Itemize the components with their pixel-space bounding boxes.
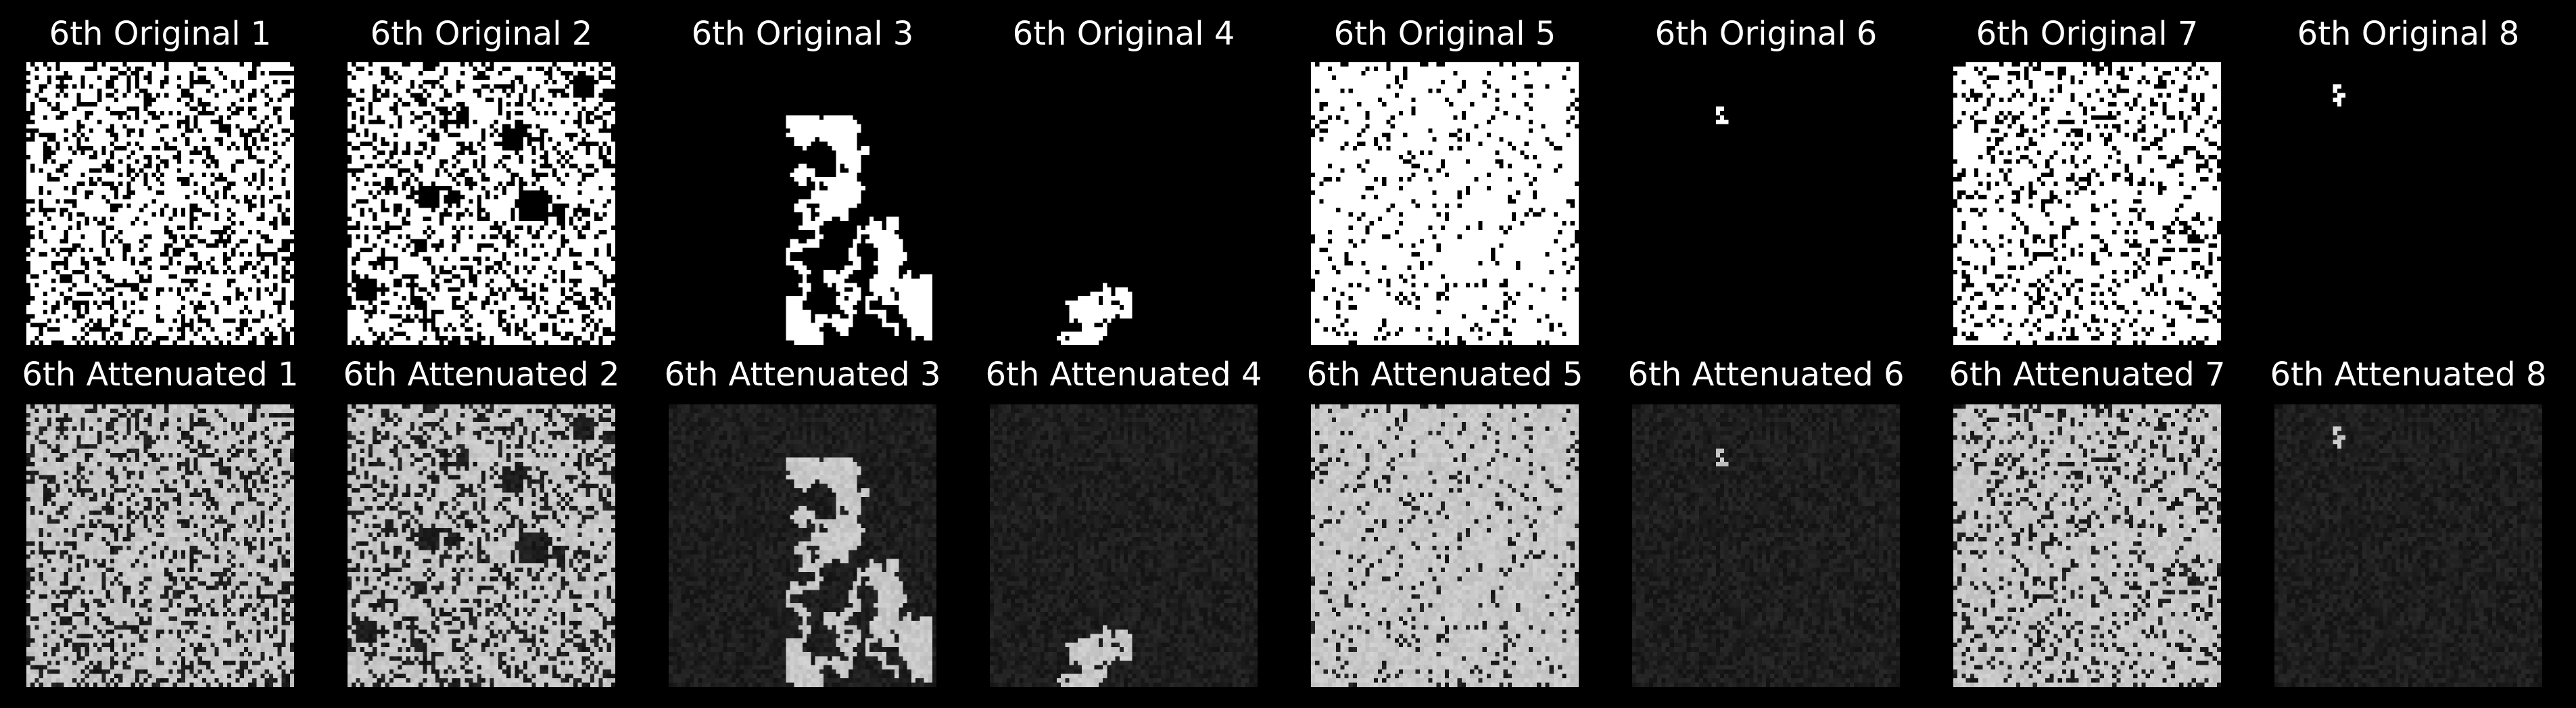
panel-title-attenuated-3: 6th Attenuated 3 <box>664 356 941 394</box>
panel-title-original-3: 6th Original 3 <box>691 15 914 53</box>
panel-image-attenuated-1 <box>26 404 294 687</box>
panel-image-original-4 <box>990 62 1258 345</box>
panel-image-attenuated-2 <box>348 404 615 687</box>
panel-image-original-8 <box>2274 62 2542 345</box>
panel-image-original-5 <box>1311 62 1579 345</box>
panel-image-original-6 <box>1632 62 1900 345</box>
panel-image-attenuated-3 <box>669 404 936 687</box>
panel-title-attenuated-6: 6th Attenuated 6 <box>1627 356 1905 394</box>
panel-image-attenuated-8 <box>2274 404 2542 687</box>
panel-title-attenuated-7: 6th Attenuated 7 <box>1949 356 2226 394</box>
panel-title-attenuated-1: 6th Attenuated 1 <box>22 356 299 394</box>
panel-title-attenuated-2: 6th Attenuated 2 <box>343 356 620 394</box>
panel-image-original-7 <box>1953 62 2221 345</box>
panel-title-attenuated-8: 6th Attenuated 8 <box>2270 356 2547 394</box>
panel-title-original-4: 6th Original 4 <box>1012 15 1235 53</box>
panel-title-attenuated-4: 6th Attenuated 4 <box>985 356 1262 394</box>
panel-title-original-1: 6th Original 1 <box>49 15 272 53</box>
panel-title-original-2: 6th Original 2 <box>370 15 593 53</box>
panel-image-original-2 <box>348 62 615 345</box>
panel-image-attenuated-4 <box>990 404 1258 687</box>
panel-image-attenuated-6 <box>1632 404 1900 687</box>
panel-title-attenuated-5: 6th Attenuated 5 <box>1306 356 1583 394</box>
panel-image-attenuated-5 <box>1311 404 1579 687</box>
panel-image-original-3 <box>669 62 936 345</box>
panel-image-original-1 <box>26 62 294 345</box>
panel-title-original-5: 6th Original 5 <box>1333 15 1556 53</box>
panel-title-original-6: 6th Original 6 <box>1654 15 1878 53</box>
panel-image-attenuated-7 <box>1953 404 2221 687</box>
panel-title-original-8: 6th Original 8 <box>2297 15 2520 53</box>
panel-title-original-7: 6th Original 7 <box>1976 15 2199 53</box>
